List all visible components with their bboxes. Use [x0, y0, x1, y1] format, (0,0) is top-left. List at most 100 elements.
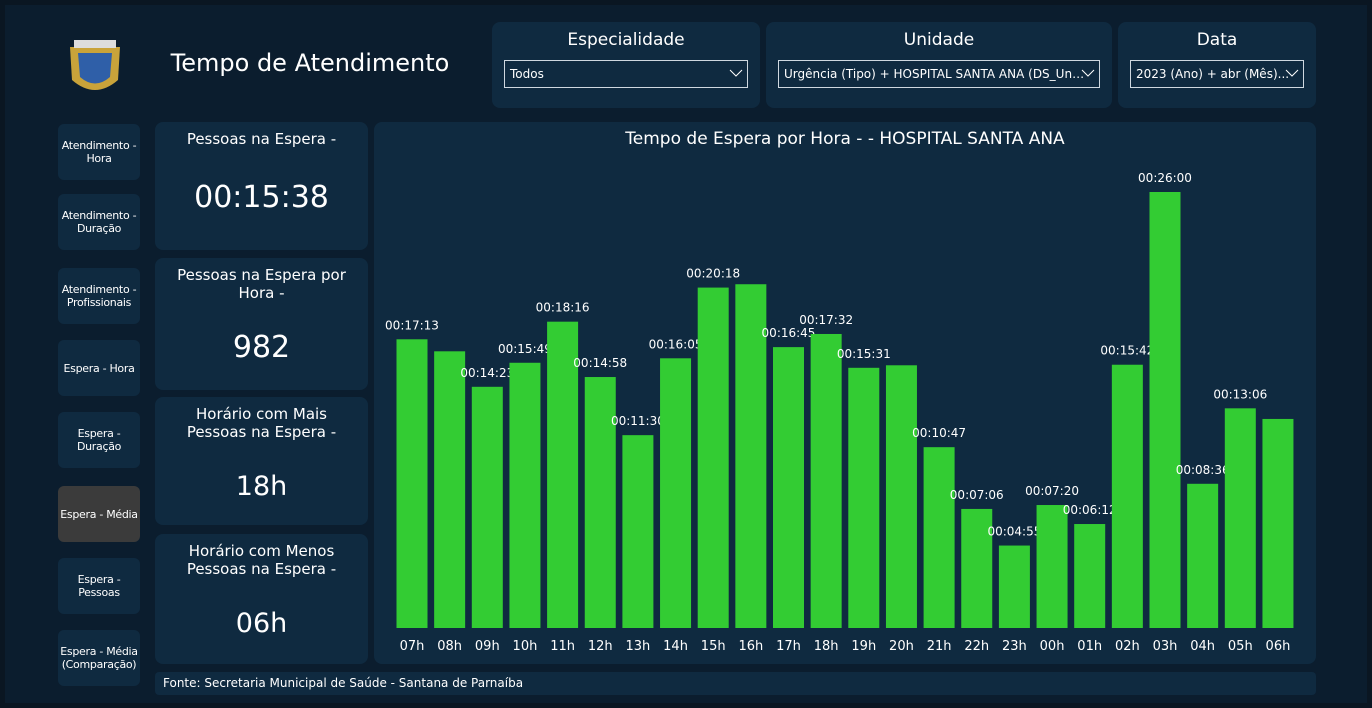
data-label: 00:16:45 [762, 326, 816, 340]
bar [773, 347, 804, 628]
kpi-card: Pessoas na Espera por Hora - 982 [155, 258, 368, 390]
data-label: 00:20:18 [686, 267, 740, 281]
x-tick-label: 09h [475, 639, 500, 654]
x-tick-label: 21h [927, 639, 952, 654]
bar [396, 339, 428, 628]
chart-title: Tempo de Espera por Hora - - HOSPITAL SA… [624, 129, 1065, 149]
filter-label: Data [1196, 30, 1238, 50]
kpi-value: 982 [232, 330, 291, 365]
data-label: 00:10:47 [912, 426, 966, 440]
bar [584, 377, 616, 628]
x-tick-label: 20h [889, 639, 914, 654]
logo [70, 40, 120, 90]
data-label: 00:07:06 [950, 488, 1004, 502]
bar [434, 351, 466, 628]
x-tick-label: 11h [550, 639, 575, 654]
bar [622, 435, 654, 628]
x-tick-label: 02h [1115, 639, 1140, 654]
x-tick-label: 05h [1228, 639, 1253, 654]
x-tick-label: 07h [400, 639, 425, 654]
bar [998, 545, 1030, 628]
bar [961, 508, 993, 628]
bar [885, 365, 917, 628]
nav-button[interactable]: Atendimento - Hora [58, 124, 140, 180]
data-label: 00:13:06 [1213, 387, 1267, 401]
bar [735, 284, 767, 628]
chart-panel: Tempo de Espera por Hora - - HOSPITAL SA… [374, 122, 1316, 664]
data-label: 00:14:58 [573, 356, 627, 370]
bar [1111, 364, 1143, 628]
data-label: 00:14:23 [460, 366, 514, 380]
footer: Fonte: Secretaria Municipal de Saúde - S… [155, 672, 1316, 695]
bar [547, 321, 579, 628]
x-tick-label: 15h [701, 639, 726, 654]
data-label: 00:07:20 [1025, 484, 1079, 498]
bar [660, 358, 692, 628]
dropdown[interactable]: 2023 (Ano) + abr (Mês)... [1130, 60, 1304, 88]
x-tick-label: 06h [1266, 639, 1291, 654]
nav-button[interactable]: Espera - Média (Comparação) [58, 630, 140, 686]
nav-button[interactable]: Espera - Hora [58, 340, 140, 396]
data-label: 00:18:16 [536, 301, 590, 315]
x-tick-label: 18h [814, 639, 839, 654]
data-label: 00:16:05 [649, 337, 703, 351]
bar [810, 333, 842, 628]
data-label: 00:15:42 [1100, 344, 1154, 358]
dropdown-value: Todos [510, 67, 544, 81]
dropdown[interactable]: Urgência (Tipo) + HOSPITAL SANTA ANA (DS… [778, 60, 1100, 88]
x-tick-label: 03h [1153, 639, 1178, 654]
x-tick-label: 19h [851, 639, 876, 654]
data-label: 00:04:55 [987, 525, 1041, 539]
x-tick-label: 13h [626, 639, 651, 654]
chart: Tempo de Espera por Hora - - HOSPITAL SA… [385, 129, 1294, 654]
filter-label: Unidade [903, 30, 975, 50]
bar [848, 367, 880, 628]
x-tick-label: 00h [1040, 639, 1065, 654]
data-label: 00:11:30 [611, 414, 665, 428]
bar [1262, 418, 1294, 628]
bar [1149, 192, 1181, 628]
data-label: 00:15:31 [837, 347, 891, 361]
bar [1187, 483, 1219, 628]
kpi-title: Pessoas na Espera - [186, 130, 337, 148]
data-label: 00:06:12 [1063, 503, 1117, 517]
x-tick-label: 10h [513, 639, 538, 654]
nav-button[interactable]: Espera - Duração [58, 412, 140, 468]
data-label: 00:15:49 [498, 342, 552, 356]
data-label: 00:08:36 [1176, 463, 1230, 477]
dropdown-value: 2023 (Ano) + abr (Mês)... [1136, 67, 1290, 81]
x-tick-label: 01h [1077, 639, 1102, 654]
bar [1224, 408, 1256, 628]
data-label: 00:17:13 [385, 318, 439, 332]
filter: Especialidade Todos [492, 22, 760, 108]
kpi-title: Horário com Menos Pessoas na Espera - [186, 542, 337, 578]
bar [1074, 524, 1106, 628]
kpi-card: Horário com Menos Pessoas na Espera - 06h [155, 534, 368, 664]
nav-button[interactable]: Espera - Média [58, 486, 140, 542]
x-tick-label: 14h [663, 639, 688, 654]
dropdown-value: Urgência (Tipo) + HOSPITAL SANTA ANA (DS… [784, 67, 1085, 81]
bar [923, 447, 955, 628]
dropdown[interactable]: Todos [504, 60, 748, 88]
title: Tempo de Atendimento [170, 49, 450, 77]
bar [1036, 505, 1068, 628]
dashboard: Tempo de Atendimento Especialidade Todos … [5, 5, 1367, 703]
nav-button[interactable]: Espera - Pessoas [58, 558, 140, 614]
bar [509, 362, 541, 628]
kpi-card: Pessoas na Espera - 00:15:38 [155, 122, 368, 250]
kpi-value: 06h [235, 608, 288, 639]
x-tick-label: 12h [588, 639, 613, 654]
bar [471, 386, 503, 628]
data-label: 00:26:00 [1138, 171, 1192, 185]
x-tick-label: 17h [776, 639, 801, 654]
x-tick-label: 16h [738, 639, 763, 654]
bar [697, 287, 729, 628]
nav-button[interactable]: Atendimento - Duração [58, 194, 140, 250]
x-tick-label: 08h [437, 639, 462, 654]
kpi-value: 00:15:38 [194, 180, 329, 215]
x-tick-label: 04h [1190, 639, 1215, 654]
kpi-value: 18h [235, 471, 288, 502]
kpi-title: Horário com Mais Pessoas na Espera - [186, 405, 337, 441]
kpi-title: Pessoas na Espera por Hora - [177, 266, 346, 302]
nav-button[interactable]: Atendimento - Profissionais [58, 268, 140, 324]
